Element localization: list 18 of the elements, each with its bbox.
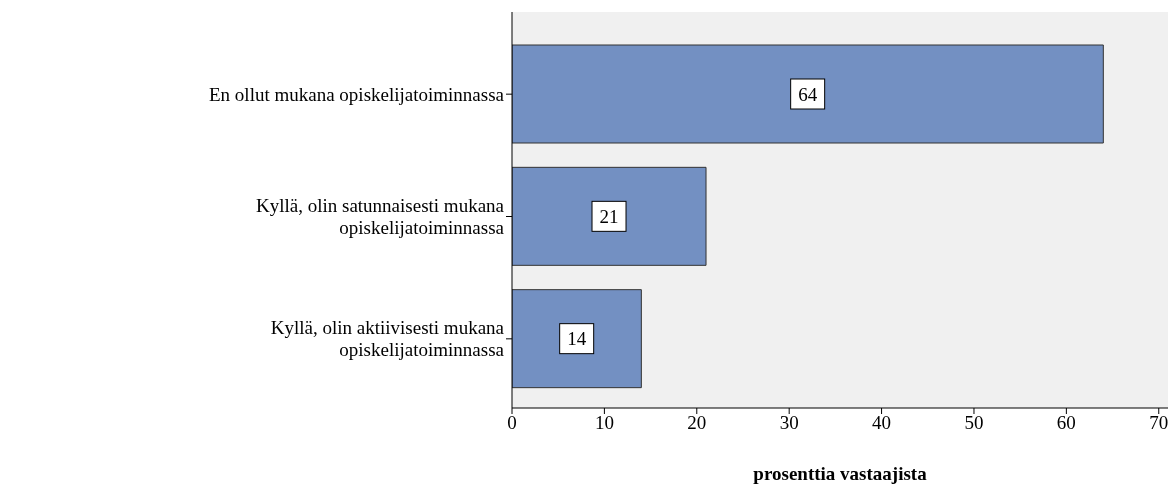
- bar: [512, 44, 1104, 144]
- x-tick-label: 40: [872, 412, 892, 434]
- data-label: 14: [567, 328, 587, 350]
- bar: [512, 166, 707, 266]
- x-tick-label: 20: [687, 412, 707, 434]
- bar: [512, 289, 642, 389]
- y-tick-label: En ollut mukana opiskelijatoiminnassa: [209, 83, 505, 105]
- x-tick-label: 60: [1056, 412, 1076, 434]
- data-label: 64: [798, 83, 818, 105]
- x-tick-label: 0: [507, 412, 517, 434]
- x-tick-label: 50: [964, 412, 984, 434]
- x-tick-label: 30: [779, 412, 799, 434]
- x-tick-label: 10: [594, 412, 614, 434]
- y-tick-label: Kyllä, olin aktiivisesti mukana opiskelijatoiminnassa: [270, 317, 505, 361]
- data-label: 21: [599, 205, 619, 227]
- y-tick-label: Kyllä, olin satunnaisesti mukana opiskelijatoiminnassa: [255, 195, 505, 239]
- x-tick-label: 70: [1149, 412, 1169, 434]
- x-axis-title: prosenttia vastaajista: [753, 463, 928, 484]
